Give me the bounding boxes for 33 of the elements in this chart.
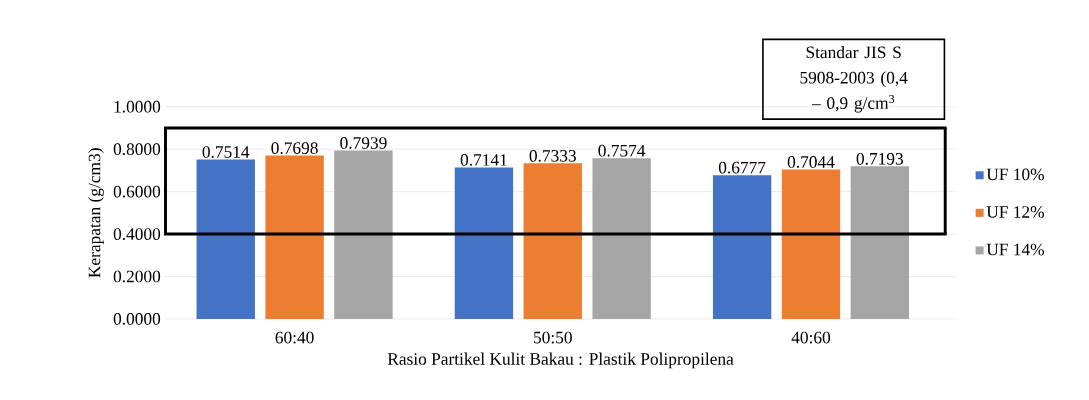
x-tick-label: 60:40 <box>275 331 314 344</box>
data-label: 0.6777 <box>718 161 766 174</box>
data-label: 0.7141 <box>460 153 507 166</box>
legend-label: UF 14% <box>986 243 1044 256</box>
bar <box>334 150 393 319</box>
bar <box>712 174 772 319</box>
data-label: 0.7193 <box>856 152 903 165</box>
bar <box>781 169 841 319</box>
x-axis-title: Rasio Partikel Kulit Bakau : Plastik Polipropilena <box>387 352 734 369</box>
data-label: 0.7333 <box>529 149 576 162</box>
legend-label: UF 10% <box>986 168 1044 181</box>
x-tick-label: 40:60 <box>791 331 831 344</box>
y-tick-label: 0.2000 <box>113 270 161 283</box>
legend-label: UF 12% <box>986 205 1044 218</box>
data-label: 0.7574 <box>598 144 646 157</box>
data-label: 0.7514 <box>202 145 250 158</box>
x-tick-label: 50:50 <box>534 331 572 344</box>
bar <box>265 155 324 319</box>
data-label: 0.7044 <box>787 155 835 168</box>
y-tick-label: 1.0000 <box>114 100 161 113</box>
bar <box>454 167 514 319</box>
ref-line-label: Standar JIS S 5908-2003 (0,4 – 0,9 g/cm$^{3}$ <box>800 45 908 113</box>
y-tick-label: 0.4000 <box>113 228 161 240</box>
data-label: 0.7939 <box>340 136 387 149</box>
y-axis-title: Kerapatan (g/cm3) <box>88 148 104 278</box>
y-tick-label: 0.0000 <box>113 312 161 325</box>
bar <box>850 166 910 319</box>
bar <box>592 158 651 319</box>
y-tick-label: 0.6000 <box>113 185 161 198</box>
data-label: 0.7698 <box>271 142 318 154</box>
bar <box>523 163 582 319</box>
bar <box>196 159 255 319</box>
y-tick-label: 0.8000 <box>113 143 161 155</box>
